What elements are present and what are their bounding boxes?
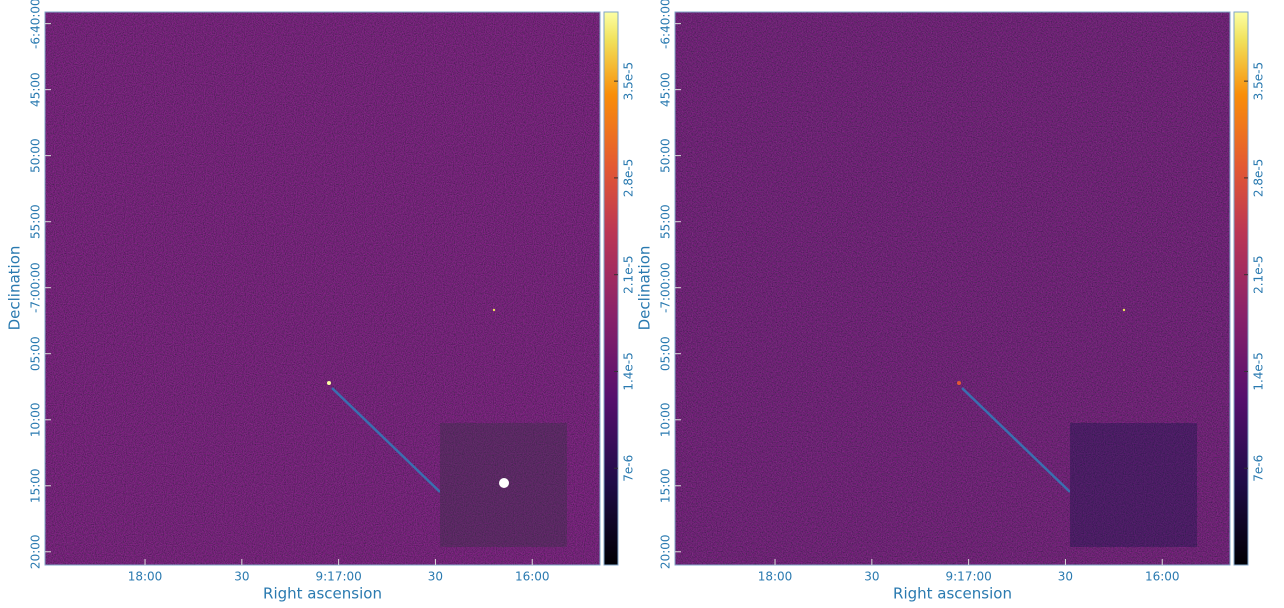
y-tick-label: 55:00 — [29, 204, 43, 239]
y-tick-label: -7:00:00 — [659, 262, 673, 313]
colorbar-tick-label: 7e-6 — [622, 455, 636, 482]
y-tick-label: 50:00 — [29, 138, 43, 173]
inset-noise — [1070, 423, 1197, 547]
x-tick-label: 9:17:00 — [946, 570, 992, 584]
y-tick-label: 05:00 — [659, 336, 673, 371]
y-tick-label: 45:00 — [659, 72, 673, 107]
colorbar-tick-label: 1.4e-5 — [1252, 352, 1266, 390]
colorbar-tick-label: 2.1e-5 — [1252, 255, 1266, 293]
y-tick-label: -6:40:00 — [659, 0, 673, 49]
image-frame — [674, 11, 1231, 566]
panel: -6:40:00 45:00 50:00 55:00 -7:00:00 05:00 10:0… — [6, 0, 636, 603]
y-tick-label: 10:00 — [29, 402, 43, 437]
y-tick-label: 20:00 — [659, 534, 673, 569]
x-tick-label: 18:00 — [758, 570, 793, 584]
colorbar-tick-label: 2.1e-5 — [622, 255, 636, 293]
inset-source — [499, 478, 509, 488]
image-frame — [44, 11, 601, 566]
x-axis-title: Right ascension — [893, 585, 1012, 603]
y-tick-label: 55:00 — [659, 204, 673, 239]
source — [957, 381, 961, 385]
colorbar-tick-label: 2.8e-5 — [1252, 159, 1266, 197]
y-tick-label: 15:00 — [659, 468, 673, 503]
y-tick-label: 15:00 — [29, 468, 43, 503]
y-tick-label: 10:00 — [659, 402, 673, 437]
pointer-line — [331, 387, 441, 493]
source — [1122, 308, 1126, 312]
y-axis-title: Declination — [636, 246, 654, 331]
colorbar-tick-label: 7e-6 — [1252, 455, 1266, 482]
x-tick-label: 16:00 — [515, 570, 550, 584]
y-tick-label: 20:00 — [29, 534, 43, 569]
colorbar-tick-label: 2.8e-5 — [622, 159, 636, 197]
panels: -6:40:00 45:00 50:00 55:00 -7:00:00 05:00 10:0… — [6, 0, 1266, 603]
x-tick-label: 30 — [1058, 570, 1073, 584]
colorbar-tick-label: 3.5e-5 — [622, 62, 636, 100]
x-tick-label: 16:00 — [1145, 570, 1180, 584]
colorbar-tick-label: 3.5e-5 — [1252, 62, 1266, 100]
y-tick-label: -7:00:00 — [29, 262, 43, 313]
colorbar — [1233, 11, 1249, 566]
x-tick-label: 30 — [864, 570, 879, 584]
x-tick-label: 30 — [428, 570, 443, 584]
y-tick-label: 05:00 — [29, 336, 43, 371]
pointer-line — [961, 387, 1071, 493]
y-tick-label: -6:40:00 — [29, 0, 43, 49]
colorbar-tick-label: 1.4e-5 — [622, 352, 636, 390]
source — [327, 381, 331, 385]
x-tick-label: 9:17:00 — [316, 570, 362, 584]
x-tick-label: 30 — [234, 570, 249, 584]
panel: -6:40:00 45:00 50:00 55:00 -7:00:00 05:00 10:0… — [636, 0, 1266, 603]
y-tick-label: 45:00 — [29, 72, 43, 107]
x-axis-title: Right ascension — [263, 585, 382, 603]
x-tick-label: 18:00 — [128, 570, 163, 584]
colorbar — [603, 11, 619, 566]
source — [492, 308, 496, 312]
y-axis-title: Declination — [6, 246, 24, 331]
y-tick-label: 50:00 — [659, 138, 673, 173]
